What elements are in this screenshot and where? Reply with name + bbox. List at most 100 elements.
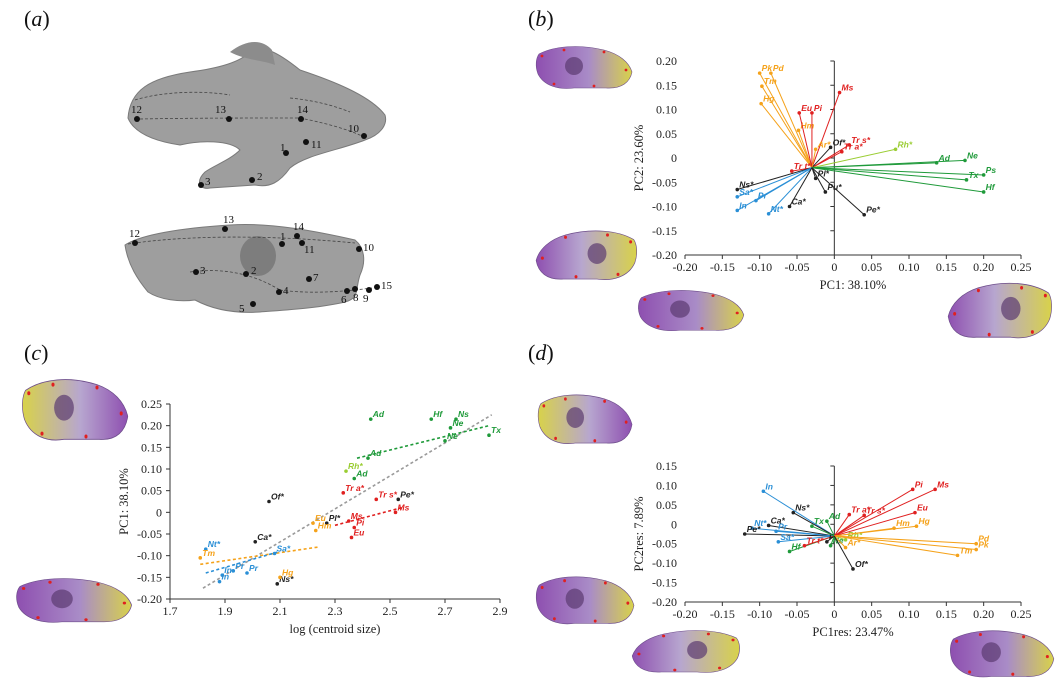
panel-label-open: ( [24,6,32,31]
point-label: Ad [355,469,368,479]
panel-letter: b [535,6,547,31]
point-label: Pe* [747,524,761,534]
point-label: Tm [764,76,777,86]
data-point [761,489,766,494]
tree-branch [798,130,813,168]
point-label: Ne [453,418,464,428]
tree-branch [761,85,813,168]
x-tick-label: 0.05 [861,260,882,274]
point-label: Tr s* [851,135,870,145]
data-point [847,143,852,147]
point-label: Tr s* [378,489,397,499]
point-label: Ps [986,165,997,175]
y-axis-title: PC2: 23.60% [632,125,646,192]
point-label: Sa* [780,532,794,542]
data-point [843,538,848,542]
point-label: In [222,572,230,582]
data-point [789,169,794,173]
data-point [735,187,740,192]
point-label: Tr a* [844,142,863,152]
panel-label-open: ( [528,340,536,365]
x-tick-label: 2.9 [493,604,508,618]
point-label: Nt* [754,518,767,528]
data-point [787,204,792,209]
panel-label-a: (a) [24,6,50,32]
point-label: Of* [833,137,846,147]
data-point [964,178,969,182]
y-tick-label: -0.15 [652,224,677,238]
x-tick-label: 0.25 [1011,607,1032,621]
point-label: Pe* [400,489,414,499]
data-point [862,212,866,217]
point-label: Sa* [739,187,753,197]
x-axis-title: log (centroid size) [290,622,381,636]
y-tick-label: 0.15 [141,440,162,454]
tree-branch [811,167,967,181]
axes-c: 1.7 1.9 2.1 2.3 2.5 2.7 2.9 0.25 0.20 0.15 0.10 0.0… [117,397,508,636]
trendline [356,424,490,459]
point-label: Eu [801,103,813,113]
y-tick-label: 0.20 [656,54,677,68]
x-tick-label: -0.15 [710,607,735,621]
points-b: Pk Pd Tm Hg Hm Eu Pi Ms Tr s*Tr a* Tr t* Of*Ar* Rh*… [735,63,997,217]
tree-branch [811,92,841,168]
x-tick-label: 0.20 [973,607,994,621]
data-point [825,519,829,523]
y-tick-label: -0.10 [652,200,677,214]
tree-branch [834,488,936,537]
tree-branch [811,149,817,168]
point-label: Ne [967,150,978,160]
data-point [735,195,740,199]
x-tick-label: 1.9 [218,604,233,618]
point-label: Hm [318,521,332,531]
y-tick-label: 0.05 [656,498,677,512]
data-point [774,529,778,534]
x-tick-label: -0.10 [747,260,772,274]
point-label: Ad [372,409,385,419]
tree-branch [834,535,958,556]
point-label: Tr t* [794,161,812,171]
data-point [429,417,434,421]
data-point [366,456,370,460]
point-label: Pk [762,63,774,73]
y-tick-label: 0.10 [141,462,162,476]
panel-label-close: ) [546,340,554,365]
x-tick-label: 0.15 [936,607,957,621]
data-point [759,101,763,106]
data-point [220,573,225,577]
x-tick-label: 0 [831,607,837,621]
tree-branch [768,524,835,537]
panel-letter: d [535,340,547,365]
tree-branch [811,167,984,193]
tree-branch [778,535,835,543]
data-point [267,499,271,504]
x-tick-label: 1.7 [163,604,178,618]
point-label: Ms [842,83,854,93]
x-tick-label: 0.10 [899,260,920,274]
data-point [787,549,792,554]
point-label: Rh* [348,461,363,471]
tree-branch [833,535,846,548]
point-label: Rh* [898,139,913,149]
tree-branch [834,535,977,545]
axes-d: -0.20 -0.15 -0.10 -0.05 0 0.05 0.10 0.15 0.20 0.2… [632,459,1032,639]
data-point [974,547,978,552]
data-point [349,535,354,540]
data-point [847,512,852,517]
data-point [913,510,917,515]
y-tick-label: -0.15 [137,570,162,584]
y-tick-label: -0.05 [137,527,162,541]
point-label: Hf [986,182,996,192]
data-point [828,145,833,150]
data-point [813,176,818,181]
data-point [352,525,357,530]
point-label: Tr a* [851,505,870,515]
data-point [275,582,280,586]
point-label: Tr a* [345,483,364,493]
data-point [344,469,348,473]
data-point [393,510,398,515]
data-point [797,111,802,115]
x-tick-label: 2.5 [383,604,398,618]
panel-label-close: ) [546,6,554,31]
